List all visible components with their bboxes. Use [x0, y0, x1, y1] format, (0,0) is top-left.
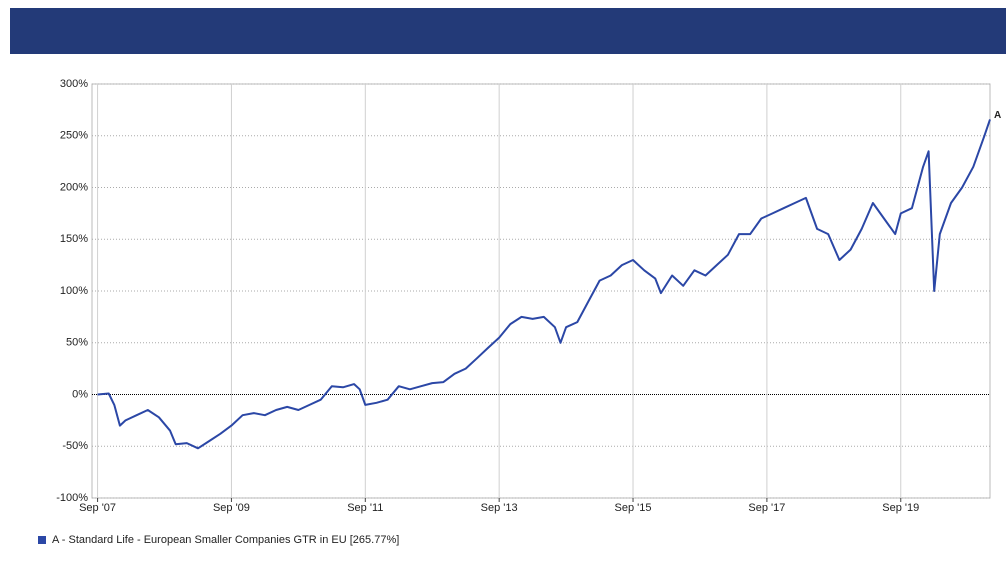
header-band	[10, 8, 1006, 54]
y-tick-label: 50%	[66, 337, 88, 349]
y-tick-label: -50%	[62, 440, 88, 452]
plot-frame	[91, 83, 991, 499]
x-tick-label: Sep '17	[748, 502, 785, 514]
x-tick-label: Sep '07	[79, 502, 116, 514]
x-tick-label: Sep '19	[882, 502, 919, 514]
y-tick-label: 150%	[60, 233, 88, 245]
x-tick-label: Sep '11	[347, 502, 383, 514]
y-tick-label: 0%	[72, 388, 88, 400]
x-tick-label: Sep '09	[213, 502, 250, 514]
end-label: A	[994, 110, 1001, 121]
x-tick-label: Sep '15	[615, 502, 652, 514]
y-tick-label: -100%	[56, 492, 88, 504]
y-tick-label: 200%	[60, 181, 88, 193]
legend-label: A - Standard Life - European Smaller Com…	[52, 534, 399, 546]
x-tick-label: Sep '13	[481, 502, 518, 514]
y-tick-label: 300%	[60, 78, 88, 90]
y-tick-label: 250%	[60, 130, 88, 142]
legend-swatch	[38, 536, 46, 544]
series-line	[97, 119, 991, 450]
y-tick-label: 100%	[60, 285, 88, 297]
